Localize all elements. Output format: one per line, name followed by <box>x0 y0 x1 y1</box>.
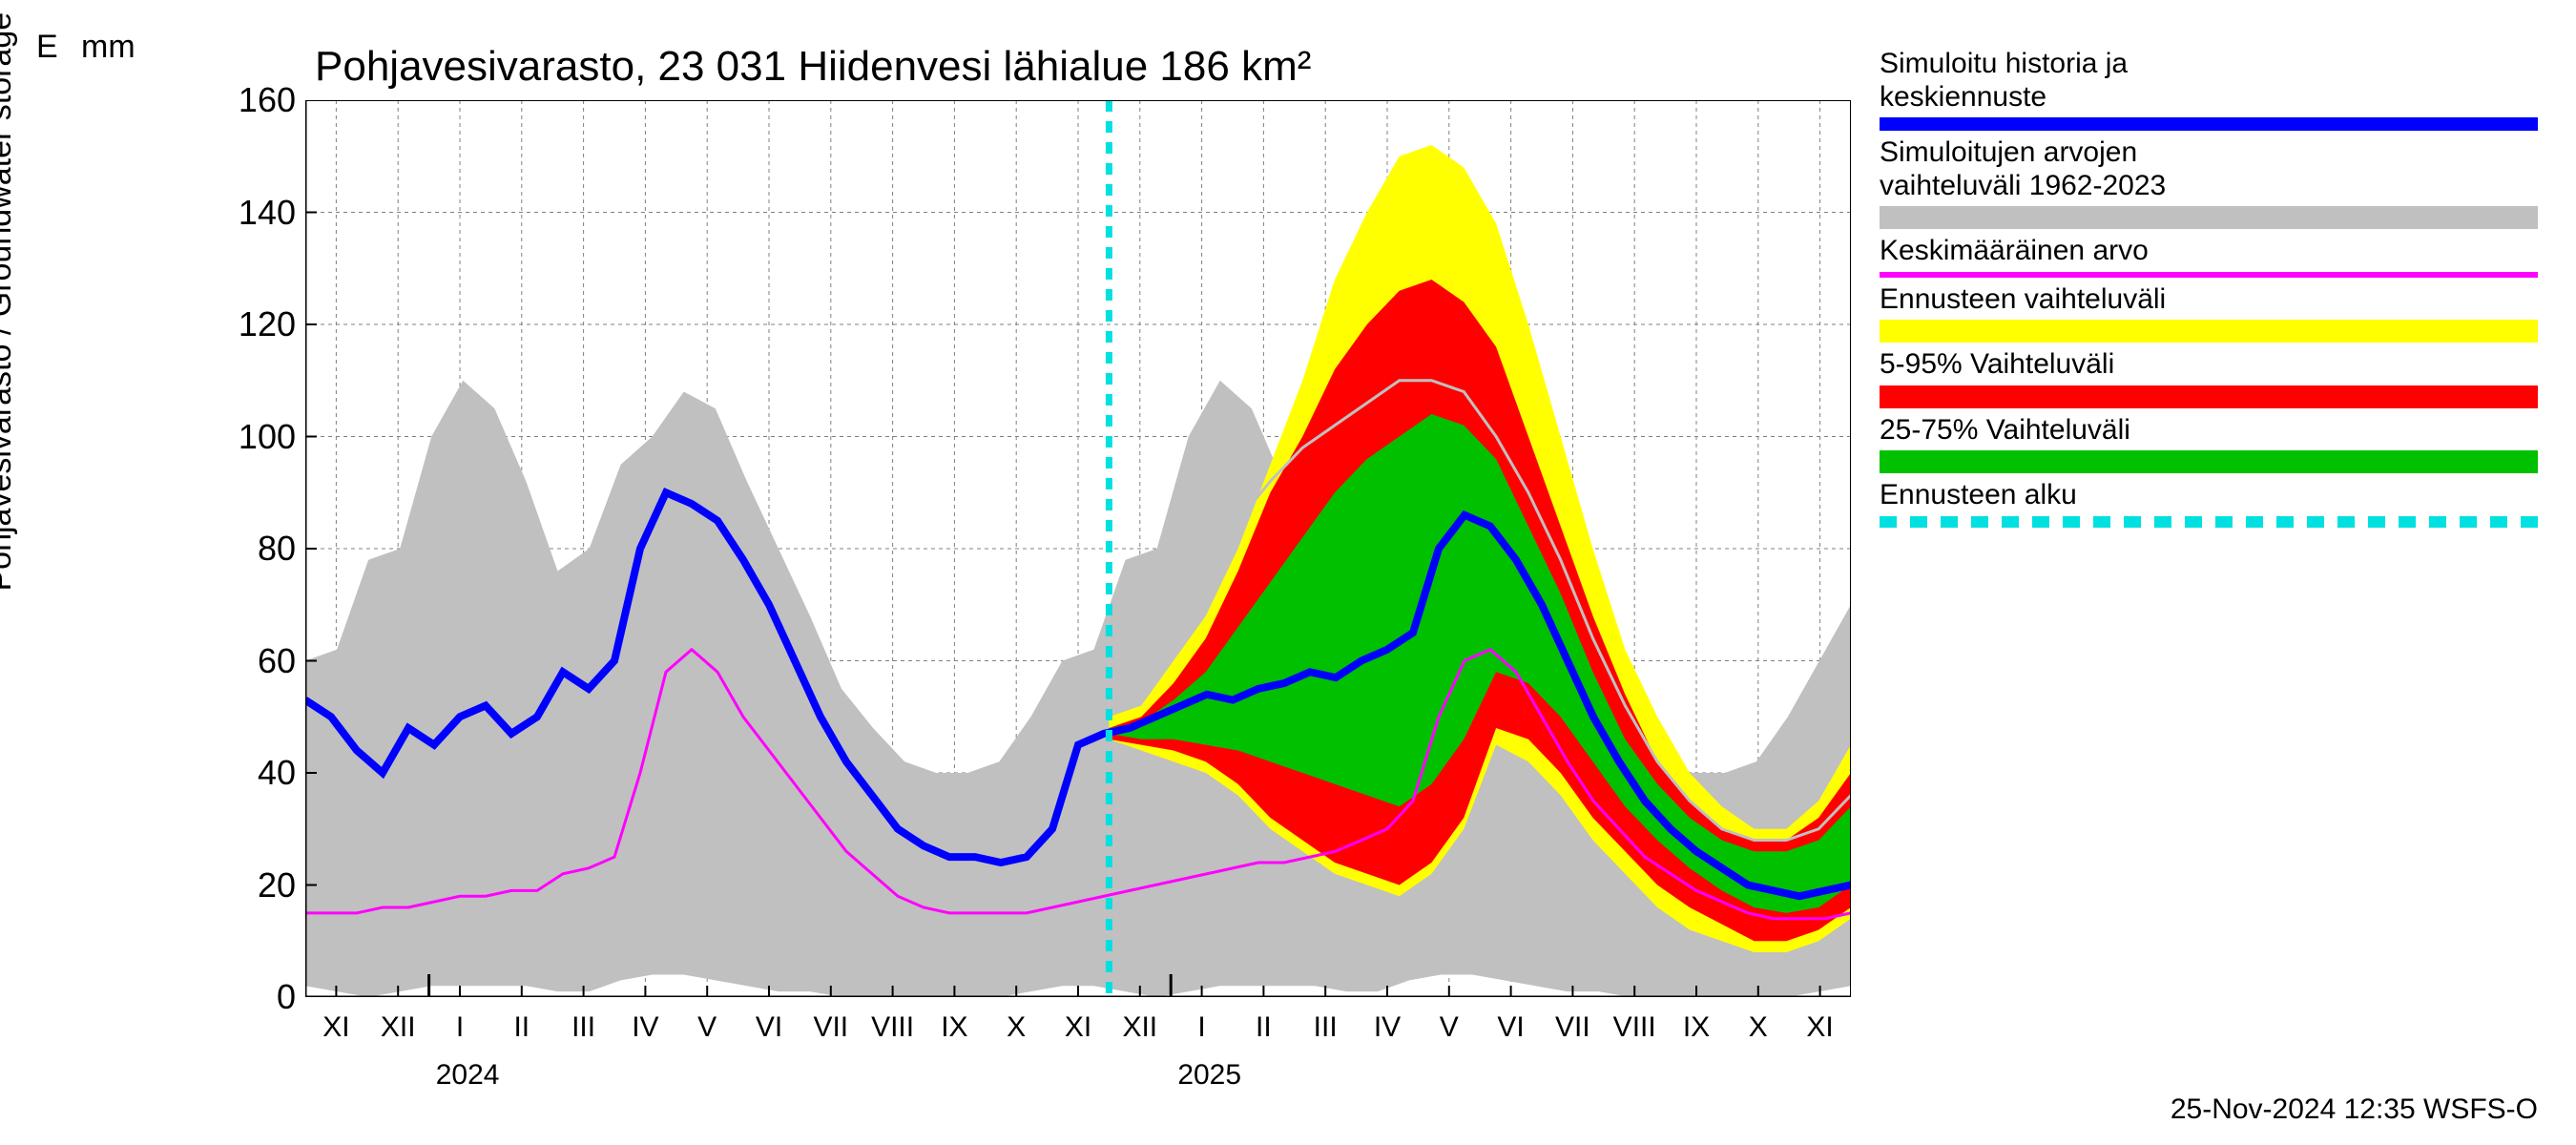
x-tick-label: III <box>571 1011 595 1044</box>
legend-swatch <box>1880 385 2538 408</box>
legend-text: 25-75% Vaihteluväli <box>1880 414 2547 448</box>
x-tick-label: I <box>456 1011 464 1044</box>
x-tick-label: X <box>1007 1011 1026 1044</box>
legend-item: Ennusteen alku <box>1880 479 2547 528</box>
legend-item: 25-75% Vaihteluväli <box>1880 414 2547 474</box>
y-unit-mm: mm <box>81 29 135 66</box>
x-tick-label: VIII <box>871 1011 914 1044</box>
x-tick-label: I <box>1197 1011 1205 1044</box>
x-tick-label: IV <box>632 1011 658 1044</box>
legend-swatch <box>1880 320 2538 343</box>
x-tick-label: IX <box>941 1011 967 1044</box>
y-tick-label: 0 <box>277 977 296 1017</box>
legend-text: 5-95% Vaihteluväli <box>1880 348 2547 382</box>
x-tick-label: VI <box>756 1011 782 1044</box>
x-tick-label: VII <box>1555 1011 1590 1044</box>
legend-item: Keskimääräinen arvo <box>1880 235 2547 278</box>
plot-area <box>305 100 1851 997</box>
x-tick-label: IV <box>1374 1011 1401 1044</box>
legend-text: Ennusteen vaihteluväli <box>1880 283 2547 317</box>
x-tick-label: XI <box>1065 1011 1091 1044</box>
x-tick-label: XII <box>381 1011 416 1044</box>
x-tick-label: XI <box>322 1011 349 1044</box>
y-tick-label: 20 <box>258 865 296 906</box>
x-tick-label: VI <box>1497 1011 1524 1044</box>
timestamp: 25-Nov-2024 12:35 WSFS-O <box>2171 1093 2538 1126</box>
x-tick-label: XII <box>1122 1011 1157 1044</box>
legend-swatch <box>1880 117 2538 131</box>
x-tick-label: V <box>1440 1011 1459 1044</box>
legend-text: Simuloitujen arvojen <box>1880 136 2547 170</box>
y-tick-label: 140 <box>239 193 296 233</box>
y-tick-label: 160 <box>239 80 296 120</box>
y-tick-labels: 020406080100120140160 <box>191 100 296 997</box>
legend-item: Ennusteen vaihteluväli <box>1880 283 2547 344</box>
legend-item: Simuloitujen arvojenvaihteluväli 1962-20… <box>1880 136 2547 229</box>
chart-title: Pohjavesivarasto, 23 031 Hiidenvesi lähi… <box>315 43 1311 91</box>
y-unit-letter: E <box>36 29 58 66</box>
x-tick-label: X <box>1749 1011 1768 1044</box>
y-axis-label: Pohjavesivarasto / Groundwater storage <box>0 12 19 592</box>
legend-item: Simuloitu historia jakeskiennuste <box>1880 48 2547 131</box>
x-tick-label: VII <box>813 1011 848 1044</box>
x-tick-label: IX <box>1683 1011 1710 1044</box>
legend-swatch <box>1880 272 2538 278</box>
year-label-1: 2024 <box>436 1059 500 1092</box>
legend-text: Keskimääräinen arvo <box>1880 235 2547 268</box>
y-tick-label: 40 <box>258 753 296 793</box>
year-label-2: 2025 <box>1177 1059 1241 1092</box>
y-tick-label: 100 <box>239 417 296 457</box>
y-tick-label: 80 <box>258 529 296 569</box>
x-tick-label: VIII <box>1613 1011 1656 1044</box>
legend: Simuloitu historia jakeskiennusteSimuloi… <box>1880 48 2547 533</box>
legend-item: 5-95% Vaihteluväli <box>1880 348 2547 408</box>
legend-text: vaihteluväli 1962-2023 <box>1880 170 2547 203</box>
x-tick-label: V <box>697 1011 717 1044</box>
x-tick-label: II <box>1256 1011 1272 1044</box>
legend-text: Simuloitu historia ja <box>1880 48 2547 81</box>
legend-swatch <box>1880 206 2538 229</box>
x-tick-label: XI <box>1806 1011 1833 1044</box>
x-tick-label: II <box>513 1011 530 1044</box>
legend-swatch <box>1880 516 2538 528</box>
legend-swatch <box>1880 450 2538 473</box>
legend-text: Ennusteen alku <box>1880 479 2547 512</box>
chart-container: E mm Pohjavesivarasto / Groundwater stor… <box>0 0 2576 1145</box>
x-tick-label: III <box>1314 1011 1338 1044</box>
y-tick-label: 120 <box>239 304 296 344</box>
legend-text: keskiennuste <box>1880 81 2547 114</box>
y-tick-label: 60 <box>258 641 296 681</box>
